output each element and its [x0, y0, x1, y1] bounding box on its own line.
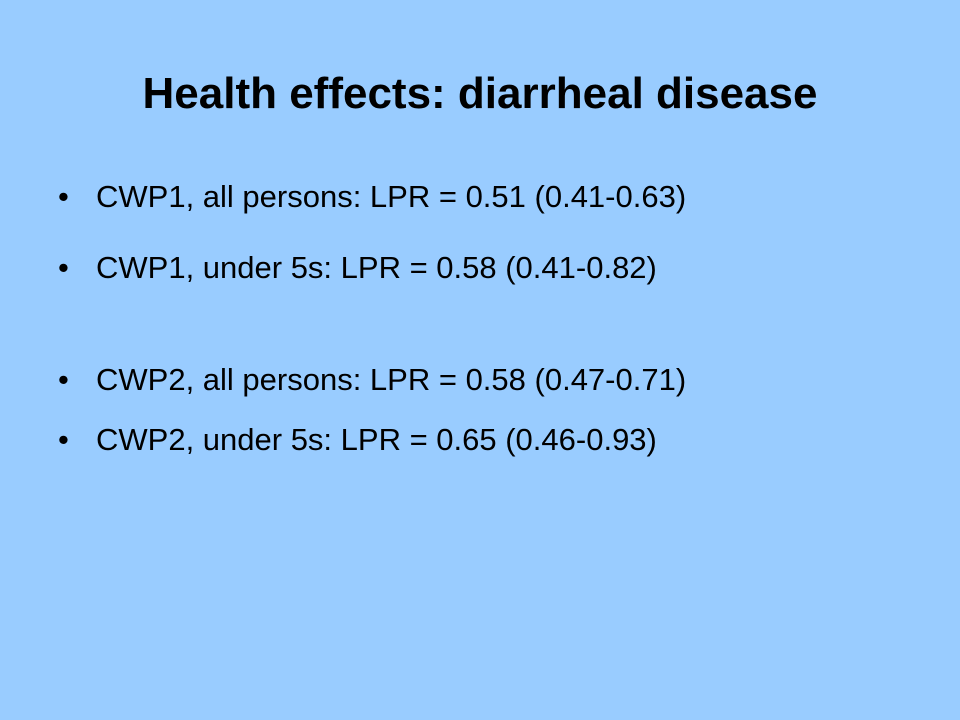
- slide-title: Health effects: diarrheal disease: [142, 69, 818, 118]
- bullet-text: CWP1, under 5s: LPR = 0.58 (0.41-0.82): [96, 250, 657, 285]
- bullet-dot-icon: •: [58, 250, 69, 285]
- bullet-item: • CWP1, under 5s: LPR = 0.58 (0.41-0.82): [58, 248, 938, 288]
- bullet-dot-icon: •: [58, 179, 69, 214]
- bullet-text: CWP1, all persons: LPR = 0.51 (0.41-0.63…: [96, 179, 687, 214]
- bullet-dot-icon: •: [58, 362, 69, 397]
- bullet-item: • CWP2, under 5s: LPR = 0.65 (0.46-0.93): [58, 420, 938, 460]
- bullet-text: CWP2, under 5s: LPR = 0.65 (0.46-0.93): [96, 422, 657, 457]
- bullet-item: • CWP2, all persons: LPR = 0.58 (0.47-0.7…: [58, 360, 938, 400]
- bullet-text: CWP2, all persons: LPR = 0.58 (0.47-0.71…: [96, 362, 687, 397]
- bullet-dot-icon: •: [58, 422, 69, 457]
- bullet-item: • CWP1, all persons: LPR = 0.51 (0.41-0.6…: [58, 177, 938, 217]
